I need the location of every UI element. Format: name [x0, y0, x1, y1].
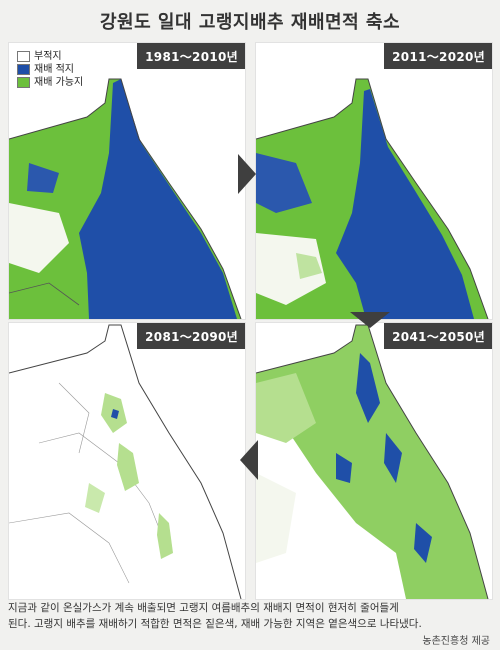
- period-label: 1981～2010년: [137, 43, 245, 69]
- period-label: 2081～2090년: [137, 323, 245, 349]
- gangwon-map-2041-2050: [256, 324, 489, 599]
- legend-label-possible: 재배 가능지: [34, 77, 84, 88]
- arrow-right-icon: [238, 154, 256, 194]
- legend-swatch-unsuitable: [17, 51, 30, 62]
- legend-item-suitable: 재배 적지: [17, 63, 83, 76]
- caption-line-2: 된다. 고랭지 배추를 재배하기 적합한 면적은 짙은색, 재배 가능한 지역은…: [8, 618, 422, 630]
- map-legend: 부적지 재배 적지 재배 가능지: [13, 47, 90, 92]
- legend-label-suitable: 재배 적지: [34, 64, 74, 75]
- caption-line-1: 지금과 같이 온실가스가 계속 배출되면 고랭지 여름배추의 재배지 면적이 현…: [8, 602, 399, 614]
- caption: 지금과 같이 온실가스가 계속 배출되면 고랭지 여름배추의 재배지 면적이 현…: [8, 600, 494, 632]
- arrow-down-icon: [350, 312, 390, 328]
- period-label: 2011～2020년: [384, 43, 492, 69]
- gangwon-map-2081-2090: [9, 324, 242, 599]
- map-panel-1981-2010: 부적지 재배 적지 재배 가능지 1981～2010년: [8, 42, 246, 320]
- legend-item-unsuitable: 부적지: [17, 50, 83, 63]
- map-panel-2081-2090: 2081～2090년: [8, 322, 246, 600]
- map-title: 강원도 일대 고랭지배추 재배면적 축소: [99, 12, 401, 33]
- gangwon-map-1981-2010: [9, 78, 242, 319]
- period-label: 2041～2050년: [384, 323, 492, 349]
- legend-swatch-suitable: [17, 64, 30, 75]
- legend-label-unsuitable: 부적지: [34, 51, 62, 62]
- arrow-left-icon: [240, 440, 258, 480]
- gangwon-map-2011-2020: [256, 78, 489, 319]
- credit: 농촌진흥청 제공: [422, 636, 490, 647]
- legend-swatch-possible: [17, 77, 30, 88]
- legend-item-possible: 재배 가능지: [17, 76, 83, 89]
- map-panel-2041-2050: 2041～2050년: [255, 322, 493, 600]
- map-panel-2011-2020: 2011～2020년: [255, 42, 493, 320]
